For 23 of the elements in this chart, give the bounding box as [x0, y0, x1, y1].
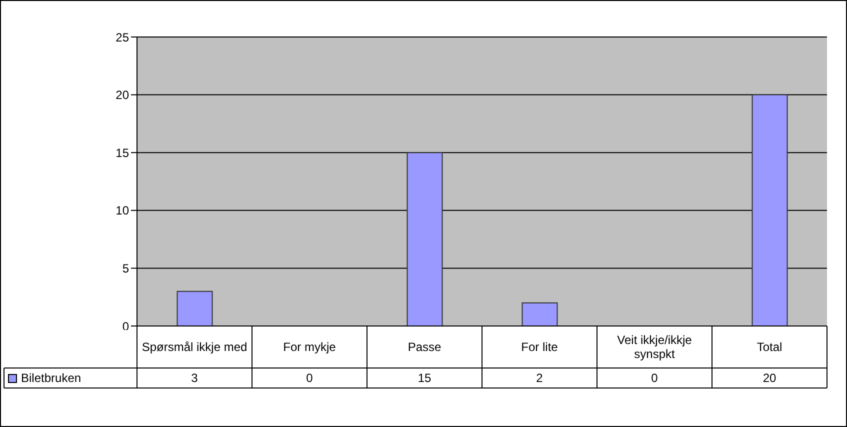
y-tick-label: 10 — [116, 204, 130, 218]
x-tick-label: Veit ikkje/ikkje synspkt — [616, 333, 693, 361]
legend-label: Biletbruken — [21, 371, 82, 385]
data-label: 3 — [191, 371, 198, 385]
data-label: 0 — [651, 371, 658, 385]
data-label: 15 — [418, 371, 432, 385]
x-tick-label: For lite — [521, 340, 558, 354]
bar — [752, 94, 788, 326]
x-tick-label: Passe — [408, 340, 442, 354]
y-tick-label: 0 — [122, 319, 130, 334]
data-label: 0 — [306, 371, 313, 385]
y-tick-label: 5 — [122, 261, 130, 276]
bar — [176, 290, 213, 326]
bar — [522, 302, 558, 326]
y-tick-label: 20 — [116, 88, 130, 102]
bar — [406, 152, 443, 326]
x-tick-label: Total — [756, 340, 782, 354]
x-tick-label: Spørsmål ikkje med — [142, 340, 248, 354]
x-tick-label: For mykje — [283, 340, 336, 354]
y-tick-label: 25 — [116, 30, 130, 44]
y-tick-label: 15 — [116, 146, 130, 160]
data-label: 2 — [536, 371, 543, 385]
data-label: 20 — [762, 371, 776, 385]
